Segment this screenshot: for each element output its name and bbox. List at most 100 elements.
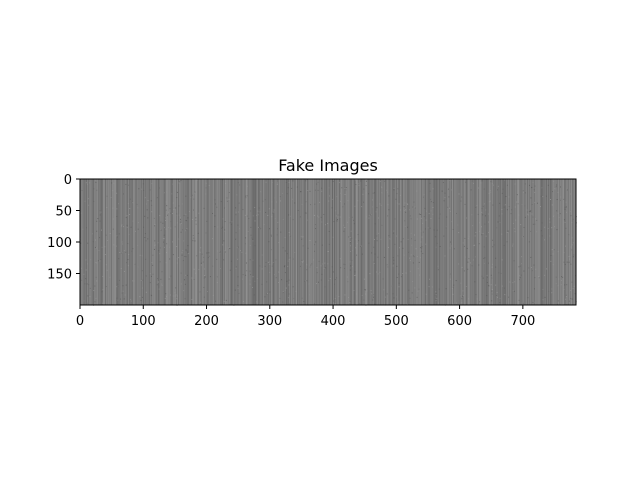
noise-speck — [506, 231, 508, 233]
noise-speck — [445, 288, 447, 290]
image-column — [361, 179, 363, 305]
image-column — [303, 179, 305, 305]
noise-speck — [142, 183, 144, 185]
noise-speck — [363, 299, 365, 301]
image-column — [86, 179, 88, 305]
image-column — [174, 179, 176, 305]
noise-speck — [553, 181, 555, 183]
noise-speck — [349, 301, 351, 303]
image-column — [209, 179, 211, 305]
image-column — [273, 179, 275, 305]
noise-speck — [174, 295, 176, 297]
noise-speck — [237, 284, 239, 286]
noise-speck — [120, 267, 122, 269]
noise-speck — [286, 280, 288, 282]
image-column — [332, 179, 334, 305]
image-column — [249, 179, 251, 305]
noise-speck — [501, 233, 503, 235]
noise-speck — [568, 303, 570, 305]
noise-speck — [410, 218, 412, 220]
noise-speck — [127, 265, 129, 267]
noise-speck — [355, 184, 357, 186]
image-column — [325, 179, 327, 305]
image-column — [413, 179, 415, 305]
noise-speck — [104, 246, 106, 248]
image-column — [351, 179, 353, 305]
noise-speck — [244, 243, 246, 245]
noise-speck — [194, 240, 196, 242]
image-column — [352, 179, 354, 305]
noise-speck — [270, 249, 272, 251]
noise-speck — [483, 203, 485, 205]
image-column — [569, 179, 570, 305]
noise-speck — [424, 228, 426, 230]
noise-speck — [123, 193, 124, 195]
image-column — [166, 179, 168, 305]
noise-speck — [158, 250, 160, 252]
image-column — [519, 179, 521, 305]
noise-speck — [142, 279, 144, 281]
noise-speck — [468, 258, 470, 260]
image-column — [288, 179, 290, 305]
noise-speck — [223, 301, 225, 303]
noise-speck — [409, 297, 411, 299]
image-column — [236, 179, 238, 305]
noise-speck — [474, 235, 476, 237]
noise-speck — [458, 193, 460, 195]
image-column — [291, 179, 293, 305]
noise-speck — [389, 238, 391, 240]
noise-speck — [513, 260, 515, 262]
noise-speck — [490, 191, 492, 193]
noise-speck — [327, 263, 329, 265]
noise-speck — [418, 213, 420, 215]
noise-speck — [317, 181, 319, 183]
image-column — [503, 179, 505, 305]
noise-speck — [314, 203, 316, 205]
noise-speck — [95, 179, 97, 181]
noise-speck — [405, 209, 407, 211]
noise-speck — [122, 290, 124, 292]
image-column — [341, 179, 342, 305]
image-column — [419, 179, 420, 305]
noise-speck — [381, 187, 383, 189]
noise-speck — [183, 215, 185, 217]
noise-speck — [522, 190, 524, 192]
image-column — [402, 179, 403, 305]
image-column — [561, 179, 563, 305]
image-column — [348, 179, 349, 305]
noise-speck — [162, 238, 164, 240]
noise-speck — [223, 259, 225, 261]
image-column — [430, 179, 432, 305]
noise-speck — [349, 237, 351, 239]
image-column — [265, 179, 267, 305]
noise-speck — [499, 297, 501, 299]
noise-speck — [292, 219, 294, 221]
noise-speck — [498, 215, 500, 217]
noise-speck — [287, 260, 289, 262]
noise-speck — [137, 228, 139, 230]
noise-speck — [545, 195, 547, 197]
noise-speck — [569, 258, 571, 260]
image-column — [145, 179, 146, 305]
image-column — [456, 179, 458, 305]
noise-speck — [551, 292, 553, 294]
image-column — [365, 179, 367, 305]
noise-speck — [379, 203, 381, 205]
image-column — [468, 179, 470, 305]
noise-speck — [438, 288, 440, 290]
noise-speck — [555, 186, 557, 188]
noise-speck — [319, 201, 321, 203]
image-column — [121, 179, 123, 305]
noise-speck — [459, 295, 461, 297]
noise-speck — [163, 234, 165, 236]
image-column — [362, 179, 364, 305]
noise-speck — [400, 241, 402, 243]
noise-speck — [523, 270, 525, 272]
image-column — [275, 179, 277, 305]
noise-speck — [147, 200, 149, 202]
image-column — [360, 179, 362, 305]
noise-speck — [224, 207, 226, 209]
noise-speck — [543, 239, 545, 241]
noise-speck — [462, 290, 464, 292]
image-column — [141, 179, 143, 305]
